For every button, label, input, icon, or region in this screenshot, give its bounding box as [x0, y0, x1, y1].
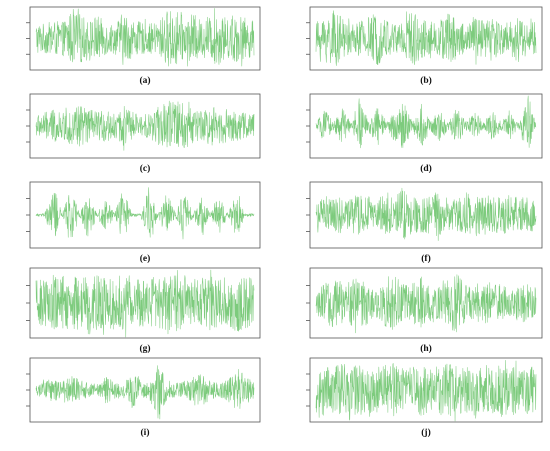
panel-a: (a)	[26, 6, 261, 86]
waveform-series	[315, 359, 537, 422]
panel-label: (b)	[420, 75, 432, 86]
panel-label: (g)	[139, 343, 150, 354]
panel-label: (c)	[140, 163, 151, 174]
panel-i: (i)	[26, 357, 261, 438]
waveform-series	[315, 274, 537, 334]
waveform-series	[315, 10, 537, 66]
waveform-series	[35, 187, 255, 240]
panel-g: (g)	[26, 267, 261, 354]
panel-label: (f)	[421, 253, 431, 264]
panel-e: (e)	[26, 181, 261, 264]
panel-f: (f)	[306, 181, 543, 264]
panel-c: (c)	[26, 93, 261, 174]
panel-j: (j)	[306, 357, 543, 438]
panel-label: (d)	[420, 163, 432, 174]
panel-frame	[29, 181, 261, 249]
panel-d: (d)	[306, 93, 543, 174]
panel-label: (j)	[421, 427, 431, 438]
panel-b: (b)	[306, 6, 543, 86]
panel-label: (e)	[140, 253, 151, 264]
waveform-series	[35, 269, 255, 338]
panel-label: (h)	[420, 343, 432, 354]
waveform-series	[35, 100, 255, 151]
waveform-series	[35, 365, 255, 420]
waveform-series	[315, 187, 537, 241]
panel-h: (h)	[306, 267, 543, 354]
panel-label: (i)	[141, 427, 150, 438]
panel-frame	[29, 93, 261, 159]
panel-label: (a)	[139, 75, 150, 86]
waveform-series	[315, 95, 537, 149]
waveform-series	[35, 8, 255, 67]
